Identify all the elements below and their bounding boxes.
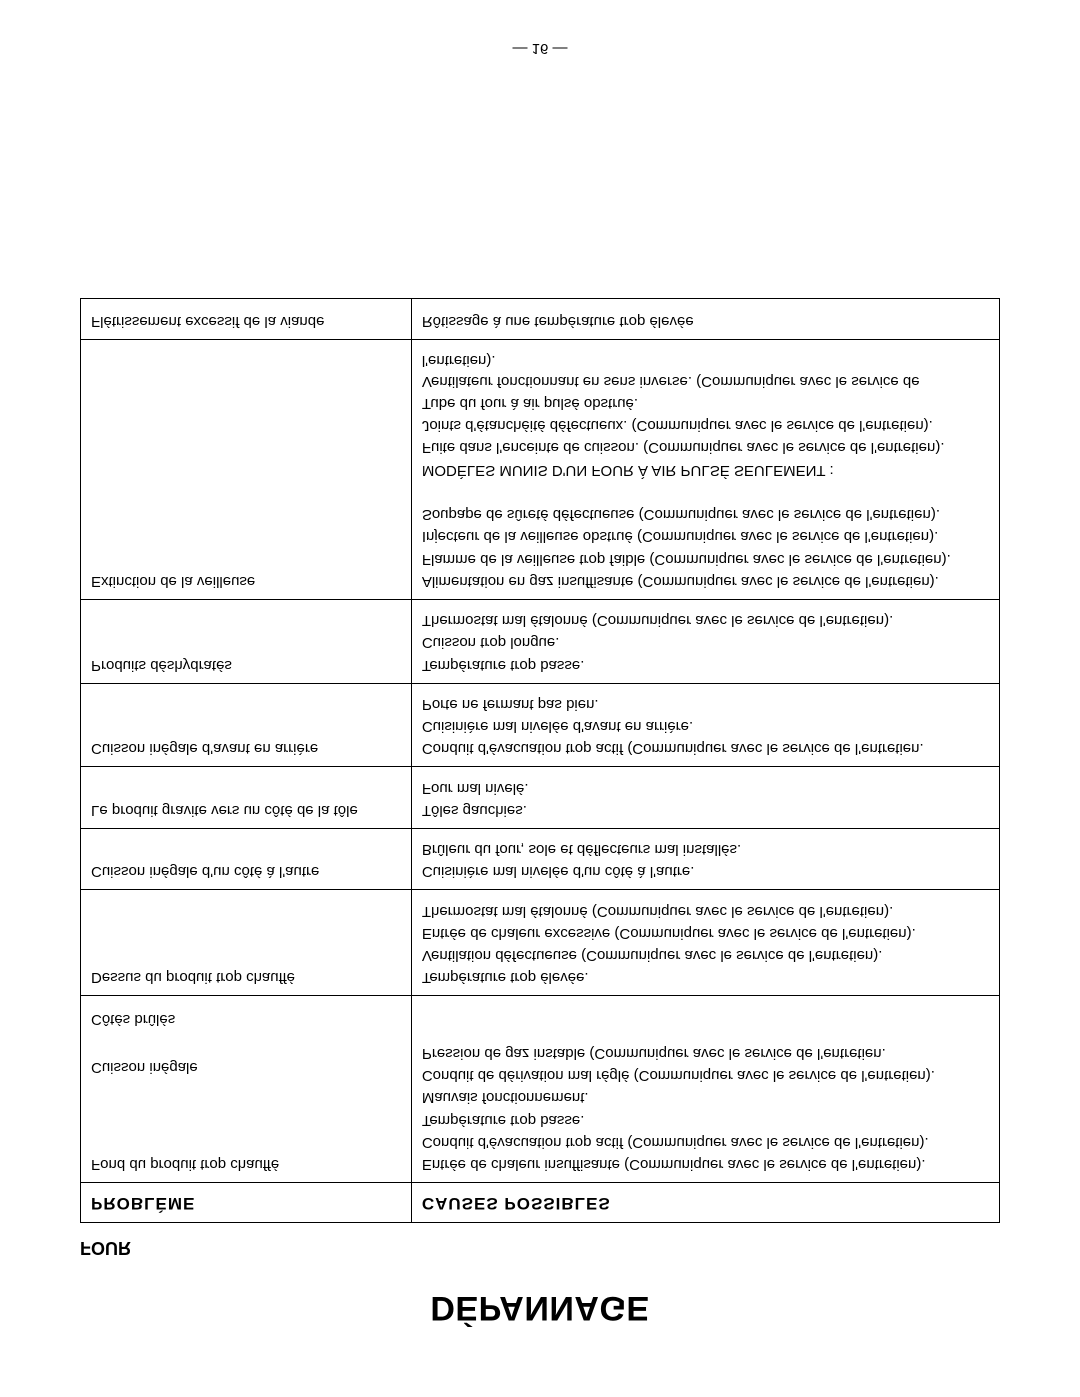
problem-cell: Cuisson inégale d'avant en arrière: [81, 683, 412, 767]
cause-line: Soupape de sûreté défectueuse (Communiqu…: [422, 504, 989, 524]
cause-line: Pression de gaz instable (Communiquer av…: [422, 1043, 989, 1063]
cause-line: MODÈLES MUNIS D'UN FOUR À AIR PULSÉ SEUL…: [422, 459, 989, 479]
cause-line: Porte ne fermant pas bien.: [422, 694, 989, 714]
cause-line: Conduit de dérivation mal réglé (Communi…: [422, 1065, 989, 1085]
cause-line: Température trop élevée.: [422, 967, 989, 987]
cause-line: Mauvais fonctionnement.: [422, 1087, 989, 1107]
cause-line: Cuisson trop longue.: [422, 632, 989, 652]
problem-line: [91, 1105, 401, 1125]
problem-cell: Le produit gravite vers un côté de la tô…: [81, 767, 412, 829]
causes-cell: Conduit d'évacuation trop actif (Communi…: [411, 683, 999, 767]
table-row: Cuisson inégale d'avant en arrière Condui…: [81, 683, 1000, 767]
problem-cell: Fond du produit trop chauffé Cuisson iné…: [81, 996, 412, 1183]
cause-line: Thermostat mal étalonné (Communiquer ave…: [422, 900, 989, 920]
problem-line: Extinction de la veilleuse: [91, 571, 401, 591]
table-row: Flétrissement excessif de la viande Rôtis…: [81, 298, 1000, 339]
problem-line: Cuisson inégale d'un côté à l'autre: [91, 861, 401, 881]
table-row: Cuisson inégale d'un côté à l'autre Cuisi…: [81, 828, 1000, 890]
problem-cell: Extinction de la veilleuse: [81, 340, 412, 600]
problem-line: Flétrissement excessif de la viande: [91, 311, 401, 331]
cause-line: Flamme de la veilleuse trop faible (Comm…: [422, 548, 989, 568]
table-row: Dessus du produit trop chauffé Températur…: [81, 890, 1000, 996]
cause-line: Température trop basse.: [422, 1109, 989, 1129]
cause-line: Température trop basse.: [422, 654, 989, 674]
cause-line: Fuite dans l'enceinte de cuisson. (Commu…: [422, 437, 989, 457]
problem-line: Cuisson inégale: [91, 1057, 401, 1077]
cause-line: Entrée de chaleur insuffisante (Communiq…: [422, 1154, 989, 1174]
problem-line: [91, 1130, 401, 1150]
table-row: Fond du produit trop chauffé Cuisson iné…: [81, 996, 1000, 1183]
cause-line: Rôtissage à une température trop élevée: [422, 311, 989, 331]
cause-line: Tôles gauchies.: [422, 800, 989, 820]
cause-line: Tube du four à air pulsé obstrué.: [422, 393, 989, 413]
problem-line: Le produit gravite vers un côté de la tô…: [91, 800, 401, 820]
cause-line: Cuisinière mal nivelée d'avant en arrièr…: [422, 716, 989, 736]
page-title: DÉPANNAGE: [80, 1288, 1000, 1327]
problem-cell: Flétrissement excessif de la viande: [81, 298, 412, 339]
section-heading: FOUR: [80, 1237, 1000, 1258]
cause-line: Thermostat mal étalonné (Communiquer ave…: [422, 610, 989, 630]
problem-line: Dessus du produit trop chauffé: [91, 967, 401, 987]
cause-line: Conduit d'évacuation trop actif (Communi…: [422, 738, 989, 758]
causes-cell: Température trop élevée.Ventilation défe…: [411, 890, 999, 996]
problem-line: Fond du produit trop chauffé: [91, 1154, 401, 1174]
problem-cell: Cuisson inégale d'un côté à l'autre: [81, 828, 412, 890]
causes-cell: Rôtissage à une température trop élevée: [411, 298, 999, 339]
problem-cell: Dessus du produit trop chauffé: [81, 890, 412, 996]
cause-line: Cuisinière mal nivelée d'un côté à l'aut…: [422, 861, 989, 881]
problem-line: Côtés brûlés: [91, 1008, 401, 1028]
causes-cell: Température trop basse.Cuisson trop long…: [411, 599, 999, 683]
causes-cell: Tôles gauchies. Four mal nivelé.: [411, 767, 999, 829]
table-row: Extinction de la veilleuse Alimentation e…: [81, 340, 1000, 600]
page-number: — 16 —: [80, 40, 1000, 87]
col-causes-header: CAUSES POSSIBLES: [411, 1183, 999, 1223]
cause-line: Injecteur de la veilleuse obstrué (Commu…: [422, 526, 989, 546]
problem-line: Cuisson inégale d'avant en arrière: [91, 738, 401, 758]
table-row: Le produit gravite vers un côté de la tô…: [81, 767, 1000, 829]
causes-cell: Entrée de chaleur insuffisante (Communiq…: [411, 996, 999, 1183]
problem-cell: Produits déshydratés: [81, 599, 412, 683]
cause-line: Entrée de chaleur excessive (Communiquer…: [422, 923, 989, 943]
cause-line: Ventilation défectueuse (Communiquer ave…: [422, 945, 989, 965]
col-problem-header: PROBLÈME: [81, 1183, 412, 1223]
table-row: Produits déshydratés Température trop bas…: [81, 599, 1000, 683]
problem-line: Produits déshydratés: [91, 654, 401, 674]
causes-cell: Cuisinière mal nivelée d'un côté à l'aut…: [411, 828, 999, 890]
troubleshooting-table: PROBLÈME CAUSES POSSIBLES Fond du produi…: [80, 298, 1000, 1223]
causes-cell: Alimentation en gaz insuffisante (Commun…: [411, 340, 999, 600]
cause-line: Ventilateur fonctionnant en sens inverse…: [422, 350, 989, 391]
cause-line: Brûleur du four, sole et déflecteurs mal…: [422, 839, 989, 859]
problem-line: [91, 1033, 401, 1053]
cause-line: Joints d'étanchéité défectueux. (Communi…: [422, 415, 989, 435]
cause-line: Conduit d'évacuation trop actif (Communi…: [422, 1132, 989, 1152]
cause-line: [422, 482, 989, 502]
problem-line: [91, 1081, 401, 1101]
cause-line: Alimentation en gaz insuffisante (Commun…: [422, 571, 989, 591]
cause-line: Four mal nivelé.: [422, 777, 989, 797]
